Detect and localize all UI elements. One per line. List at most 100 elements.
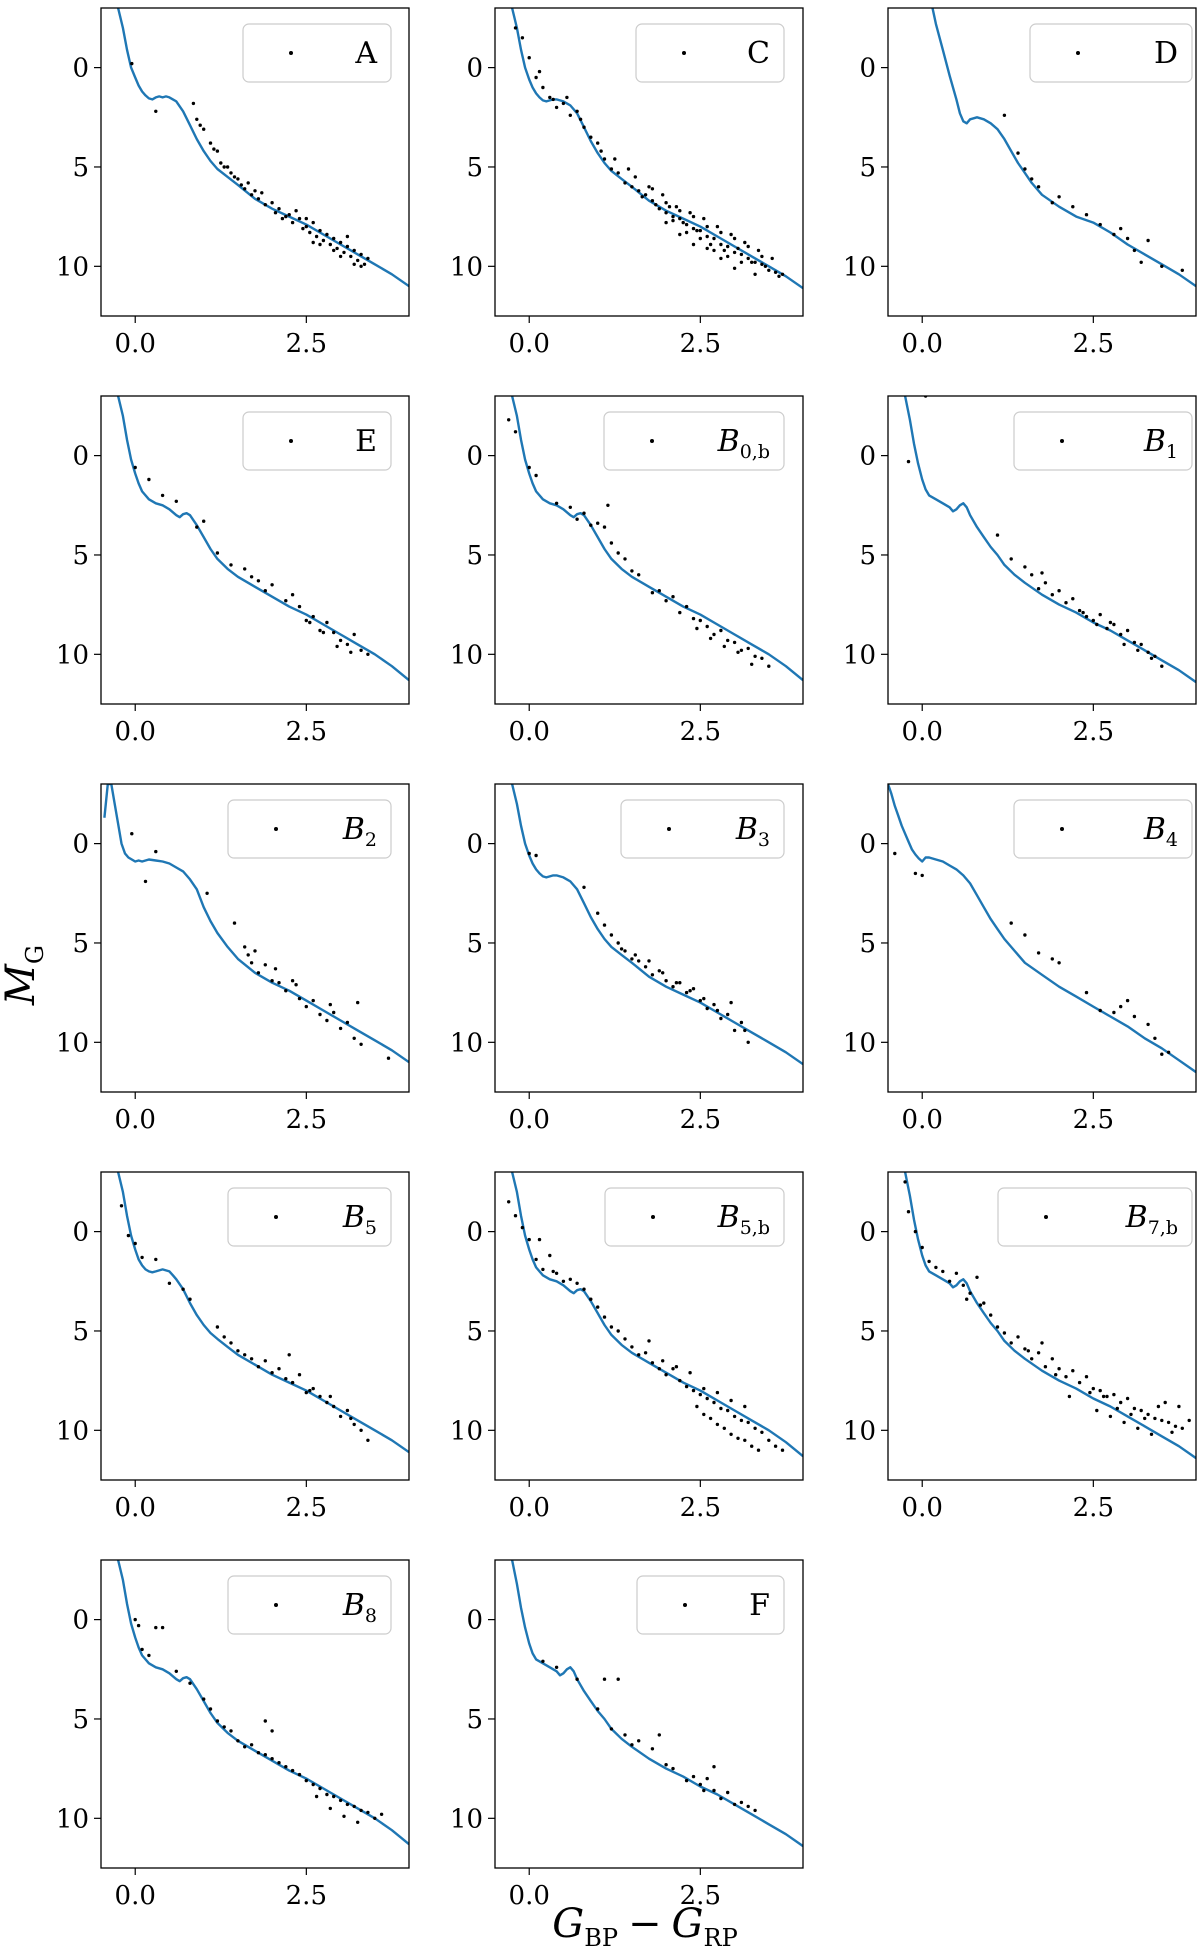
y-tick-label: 0 <box>466 830 483 860</box>
data-point <box>1095 1408 1099 1413</box>
data-point <box>712 236 716 241</box>
data-point <box>575 517 579 521</box>
data-point <box>314 1794 319 1799</box>
data-point <box>640 195 644 199</box>
data-point <box>1136 1426 1140 1431</box>
data-point <box>215 1325 220 1329</box>
data-point <box>698 1392 702 1397</box>
data-point <box>195 525 199 529</box>
legend-marker <box>1060 827 1064 831</box>
data-point <box>304 618 308 623</box>
plot-contents <box>888 784 1196 1074</box>
legend-label-sub: 2 <box>365 829 377 851</box>
data-point <box>263 1753 267 1757</box>
plot-contents <box>116 1172 409 1454</box>
data-point <box>332 630 336 635</box>
y-tick-label: 5 <box>72 1705 89 1735</box>
data-point <box>729 1398 733 1403</box>
legend-frame <box>997 1187 1193 1247</box>
legend: B5,b <box>604 1187 785 1247</box>
data-point <box>582 1287 586 1291</box>
data-point <box>236 177 240 181</box>
data-point <box>671 985 675 989</box>
axes-frame <box>100 783 410 1093</box>
data-point <box>311 1782 315 1787</box>
legend-label: B7,b <box>1125 1200 1178 1239</box>
subplot-3: 0 5 10 0.0 2.5 D <box>843 7 1197 359</box>
data-point <box>373 1816 377 1821</box>
data-point <box>195 117 199 122</box>
data-point <box>208 1707 213 1711</box>
y-label-sub: G <box>21 945 49 964</box>
data-point <box>1153 1036 1157 1041</box>
data-point <box>705 1396 709 1401</box>
data-point <box>753 1808 757 1813</box>
data-point <box>1040 571 1044 575</box>
data-point <box>657 1367 661 1371</box>
data-point <box>746 1420 750 1425</box>
x-tick-label: 0.0 <box>902 329 943 359</box>
data-point <box>961 1283 965 1288</box>
x-tick-label: 2.5 <box>680 717 721 747</box>
subplot-7: 0 5 10 0.0 2.5 B2 <box>56 783 410 1135</box>
data-point <box>140 1255 144 1260</box>
data-point <box>1132 248 1137 253</box>
data-point <box>270 583 274 587</box>
data-point <box>1084 1375 1089 1379</box>
data-point <box>301 226 305 231</box>
data-point <box>321 238 326 243</box>
y-tick-label: 5 <box>466 1705 483 1735</box>
x-tick-label: 0.0 <box>115 1881 156 1911</box>
data-point <box>1153 1416 1157 1421</box>
isochrone-line <box>903 396 1196 684</box>
data-point <box>1043 1365 1048 1369</box>
data-point <box>366 256 370 261</box>
data-point <box>1115 1406 1120 1411</box>
data-point <box>965 1297 969 1301</box>
data-point <box>304 1390 308 1395</box>
data-point <box>671 1367 675 1371</box>
data-point <box>637 573 641 577</box>
data-point <box>671 214 675 219</box>
data-point <box>1119 1400 1123 1405</box>
data-point <box>243 187 247 191</box>
plot-contents <box>903 1172 1196 1460</box>
data-point <box>1057 195 1061 199</box>
data-point <box>1105 1394 1109 1399</box>
data-point <box>732 236 737 241</box>
legend: B5 <box>227 1187 392 1247</box>
data-point <box>650 187 655 191</box>
data-point <box>780 272 785 276</box>
y-tick-label: 0 <box>466 442 483 472</box>
data-point <box>927 1259 931 1264</box>
data-point <box>140 1647 144 1652</box>
y-tick-label: 10 <box>56 640 89 670</box>
legend-frame <box>242 411 392 471</box>
data-point <box>753 1426 757 1431</box>
data-point <box>345 1408 350 1413</box>
data-point <box>1180 1426 1185 1431</box>
y-tick-label: 5 <box>72 929 89 959</box>
data-point <box>1156 1404 1161 1409</box>
data-point <box>318 1012 322 1017</box>
axes-frame <box>100 1559 410 1869</box>
data-point <box>565 95 569 100</box>
subplot-2: 0 5 10 0.0 2.5 C <box>450 7 804 359</box>
data-point <box>202 519 206 523</box>
isochrone-line <box>510 1172 803 1458</box>
data-point <box>1071 205 1075 209</box>
data-point <box>338 1414 343 1419</box>
data-point <box>308 620 312 625</box>
legend-label: A <box>354 36 377 71</box>
x-tick-label: 0.0 <box>115 329 156 359</box>
data-point <box>1160 664 1164 668</box>
data-point <box>332 1404 336 1409</box>
axes-frame <box>100 395 410 705</box>
x-tick-label: 2.5 <box>680 329 721 359</box>
data-point <box>1160 1418 1164 1423</box>
data-point <box>637 959 641 963</box>
data-point <box>702 1386 706 1391</box>
data-point <box>256 197 261 201</box>
data-point <box>575 1281 579 1286</box>
axes-frame <box>887 395 1197 705</box>
